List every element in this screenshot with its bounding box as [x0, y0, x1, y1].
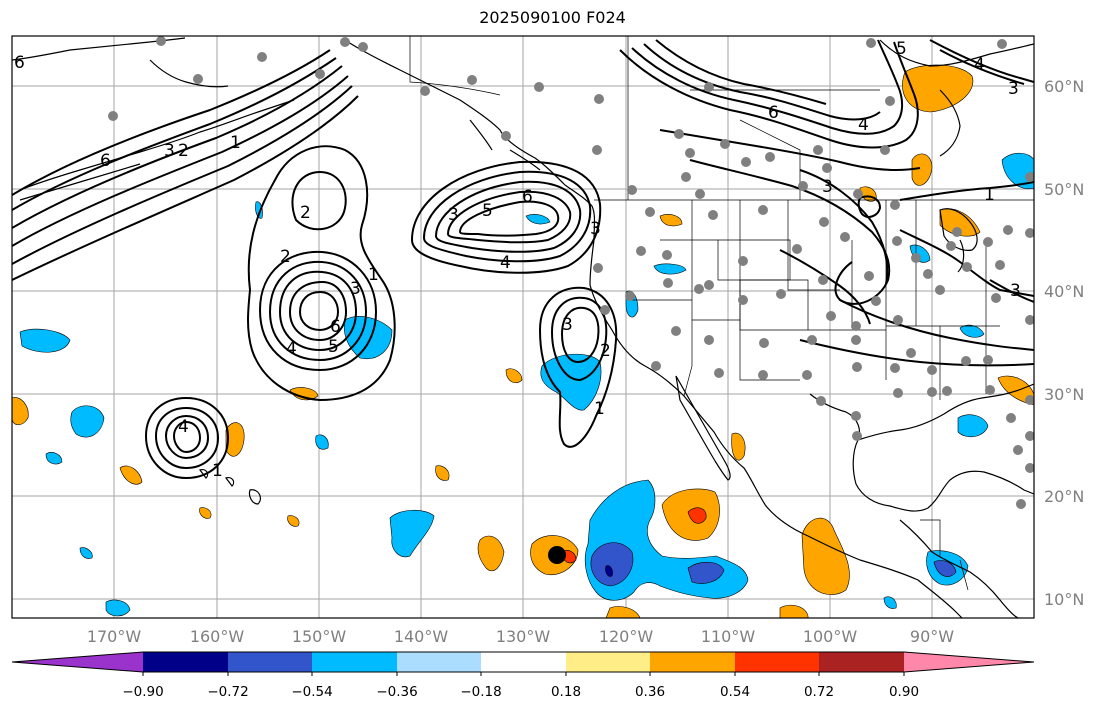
colorbar: −0.90 −0.72 −0.54 −0.36 −0.18 0.18 0.36 … — [11, 651, 1035, 700]
lat-label-50: 50°N — [1044, 180, 1084, 199]
lon-label-100w: 100°W — [803, 627, 858, 646]
map-title: 2025090100 F024 — [479, 8, 626, 27]
svg-text:4: 4 — [178, 417, 189, 437]
political-borders — [409, 36, 1034, 591]
colorbar-swatch — [12, 652, 143, 672]
lat-label-20: 20°N — [1044, 487, 1084, 506]
lon-label-170w: 170°W — [87, 627, 142, 646]
svg-text:2: 2 — [280, 247, 291, 267]
colorbar-swatch — [650, 652, 735, 672]
contour-lines — [12, 39, 1034, 480]
svg-text:6: 6 — [768, 103, 779, 123]
svg-text:1: 1 — [230, 133, 241, 153]
coastlines — [12, 37, 1034, 618]
colorbar-tick-label: 0.36 — [635, 684, 665, 700]
storm-marker — [548, 546, 566, 564]
svg-text:1: 1 — [594, 399, 605, 419]
svg-text:4: 4 — [974, 55, 985, 75]
svg-text:3: 3 — [562, 315, 573, 335]
gridlines — [12, 36, 1034, 618]
svg-text:3: 3 — [164, 141, 175, 161]
lon-label-150w: 150°W — [292, 627, 347, 646]
svg-text:1: 1 — [984, 185, 995, 205]
svg-text:4: 4 — [858, 115, 869, 135]
colorbar-swatch — [566, 652, 650, 672]
lon-label-90w: 90°W — [910, 627, 954, 646]
colorbar-swatch — [904, 652, 1034, 672]
svg-text:5: 5 — [896, 39, 907, 59]
colorbar-swatch — [312, 652, 397, 672]
colorbar-tick-label: −0.18 — [460, 684, 501, 700]
colorbar-tick-label: −0.36 — [376, 684, 417, 700]
latitude-labels: 60°N 50°N 40°N 30°N 20°N 10°N — [1044, 77, 1084, 609]
lat-label-10: 10°N — [1044, 590, 1084, 609]
colorbar-swatch — [819, 652, 904, 672]
colorbar-tick-label: 0.90 — [889, 684, 919, 700]
lon-label-130w: 130°W — [496, 627, 551, 646]
svg-text:3: 3 — [1008, 79, 1019, 99]
svg-text:2: 2 — [178, 141, 189, 161]
lon-label-120w: 120°W — [599, 627, 654, 646]
colorbar-swatch — [735, 652, 819, 672]
svg-text:4: 4 — [500, 253, 511, 273]
svg-text:3: 3 — [448, 205, 459, 225]
svg-text:2: 2 — [300, 203, 311, 223]
station-markers — [108, 36, 1034, 509]
svg-text:1: 1 — [212, 461, 223, 481]
colorbar-tick-label: −0.72 — [207, 684, 248, 700]
svg-text:3: 3 — [590, 219, 601, 239]
colorbar-tick-label: 0.18 — [551, 684, 581, 700]
colorbar-tick-label: 0.54 — [720, 684, 750, 700]
lon-label-110w: 110°W — [701, 627, 756, 646]
svg-text:6: 6 — [100, 151, 111, 171]
svg-text:2: 2 — [600, 341, 611, 361]
lat-label-30: 30°N — [1044, 385, 1084, 404]
colorbar-swatch — [481, 652, 566, 672]
svg-text:5: 5 — [482, 201, 493, 221]
longitude-labels: 170°W 160°W 150°W 140°W 130°W 120°W 110°… — [87, 627, 954, 646]
map-frame — [11, 35, 1035, 619]
colorbar-tick-label: −0.54 — [291, 684, 332, 700]
colorbar-tick-label: 0.72 — [804, 684, 834, 700]
svg-text:3: 3 — [1010, 281, 1021, 301]
anomaly-fills — [12, 64, 1034, 618]
contour-labels: 6 2 3 1 2 1 3 6 5 4 2 6 4 6 5 3 4 3 2 1 … — [14, 39, 1021, 481]
colorbar-swatch — [228, 652, 312, 672]
svg-text:6: 6 — [330, 317, 341, 337]
colorbar-tick-label: −0.90 — [122, 684, 163, 700]
svg-text:3: 3 — [350, 279, 361, 299]
lat-label-40: 40°N — [1044, 282, 1084, 301]
svg-text:6: 6 — [522, 187, 533, 207]
colorbar-swatch — [397, 652, 481, 672]
svg-text:4: 4 — [286, 339, 297, 359]
svg-text:6: 6 — [14, 53, 25, 73]
lat-label-60: 60°N — [1044, 77, 1084, 96]
colorbar-swatch — [143, 652, 228, 672]
svg-text:5: 5 — [328, 337, 339, 357]
svg-text:1: 1 — [368, 265, 379, 285]
lon-label-140w: 140°W — [394, 627, 449, 646]
lon-label-160w: 160°W — [190, 627, 245, 646]
svg-text:3: 3 — [822, 177, 833, 197]
